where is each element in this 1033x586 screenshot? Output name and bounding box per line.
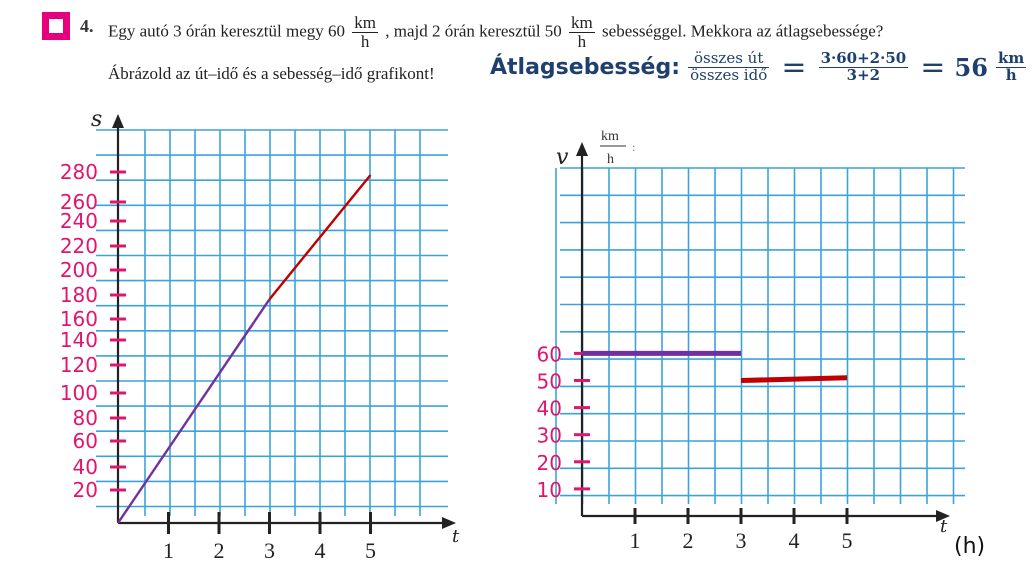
- chart1-y-tick-label: 120: [60, 353, 98, 377]
- fraction-denominator: összes idő: [690, 66, 768, 84]
- chart2-y-unit-denominator: h: [607, 152, 614, 167]
- chart1-y-axis-label: s: [91, 107, 102, 132]
- fraction-numerator: km: [996, 49, 1027, 68]
- fraction-calculation: 3·60+2·50 3+2: [818, 49, 909, 84]
- fraction-denominator: h: [1005, 66, 1017, 84]
- chart1-x-tick-label: 2: [214, 538, 225, 563]
- unit-numerator: km: [352, 13, 378, 33]
- chart1-y-tick-label: 80: [73, 406, 98, 430]
- fraction-numerator: összes út: [688, 50, 770, 68]
- chart2-x-tick-label: 3: [736, 528, 747, 553]
- chart1-x-tick-label: 3: [264, 538, 275, 563]
- chart2-y-unit-numerator: km: [601, 129, 619, 144]
- unit-fraction-kmh-1: km h: [352, 14, 378, 51]
- chart1-x-axis-label: t: [452, 526, 460, 547]
- chart1-y-tick-label: 160: [60, 307, 98, 331]
- chart1-y-tick-label: 20: [73, 478, 98, 502]
- chart2-x-arrow-icon: [936, 510, 950, 522]
- chart1-y-tick-label: 40: [73, 455, 98, 479]
- formula-label: Átlagsebesség:: [490, 55, 681, 80]
- unit-denominator: h: [577, 31, 587, 51]
- chart1-y-arrow-icon: [112, 114, 124, 128]
- equals-sign: =: [781, 50, 807, 85]
- chart1-x-tick-label: 4: [315, 538, 326, 563]
- chart2-y-tick-label: 10: [537, 478, 562, 502]
- chart2-y-tick-label: 50: [537, 370, 562, 394]
- equals-sign: =: [920, 50, 946, 85]
- chart2-series-2-line: [740, 375, 848, 383]
- chart2-y-tick-label: 40: [537, 397, 562, 421]
- unit-fraction-kmh-2: km h: [569, 14, 595, 51]
- fraction-numerator: 3·60+2·50: [818, 49, 909, 68]
- chart1-y-tick-label: 240: [60, 209, 98, 233]
- problem-text-line2: Ábrázold az út–idő és a sebesség–idő gra…: [108, 64, 435, 83]
- chart2-x-tick-label: 2: [683, 528, 694, 553]
- chart2-y-tick-label: 20: [537, 451, 562, 475]
- chart1-y-tick-label: 200: [60, 258, 98, 282]
- chart2-x-tick-label: 4: [789, 528, 800, 553]
- chart1-x-tick-label: 1: [163, 538, 174, 563]
- chart2-y-axis-label: v: [556, 145, 569, 170]
- chart2-y-tick-label: 30: [537, 424, 562, 448]
- chart2-y-arrow-icon: [576, 142, 588, 156]
- chart1-y-tick-label: 140: [60, 328, 98, 352]
- chart1-series-2-line: [268, 174, 372, 301]
- unit-numerator: km: [569, 13, 595, 33]
- chart2-x-unit: (h): [954, 534, 985, 559]
- problem-number: 4.: [80, 16, 94, 36]
- formula-result: 56: [954, 53, 988, 82]
- chart2-y-unit-separator: :: [632, 140, 635, 154]
- problem-text-line1: Egy autó 3 órán keresztül megy 60 km h ,…: [108, 14, 883, 51]
- unit-denominator: h: [360, 31, 370, 51]
- chart2-x-tick-label: 1: [630, 528, 641, 553]
- chart2-x-tick-label: 5: [842, 528, 853, 553]
- problem-badge-icon: [42, 12, 70, 40]
- chart1-y-tick-label: 180: [60, 283, 98, 307]
- fraction-denominator: 3+2: [846, 66, 881, 84]
- chart1-y-tick-label: 60: [73, 429, 98, 453]
- chart1-x-arrow-icon: [442, 517, 456, 529]
- average-speed-formula: Átlagsebesség: összes út összes idő = 3·…: [490, 50, 1029, 85]
- chart1-y-tick-label: 100: [60, 381, 98, 405]
- problem-text-part-a: Egy autó 3 órán keresztül megy 60: [108, 21, 345, 41]
- result-unit-fraction: km h: [996, 49, 1027, 84]
- chart2-x-axis-label: t: [940, 516, 948, 537]
- chart1-x-tick-label: 5: [365, 538, 376, 563]
- chart1-y-tick-label: 260: [60, 190, 98, 214]
- chart1-y-tick-label: 280: [60, 160, 98, 184]
- chart1-series-1-line: [117, 298, 271, 524]
- chart2-y-tick-label: 60: [537, 342, 562, 366]
- chart1-y-tick-label: 220: [60, 234, 98, 258]
- problem-text-part-c: sebességgel. Mekkora az átlagsebessége?: [602, 21, 884, 41]
- fraction-total-distance-over-time: összes út összes idő: [688, 50, 770, 84]
- problem-text-part-b: , majd 2 órán keresztül 50: [385, 21, 562, 41]
